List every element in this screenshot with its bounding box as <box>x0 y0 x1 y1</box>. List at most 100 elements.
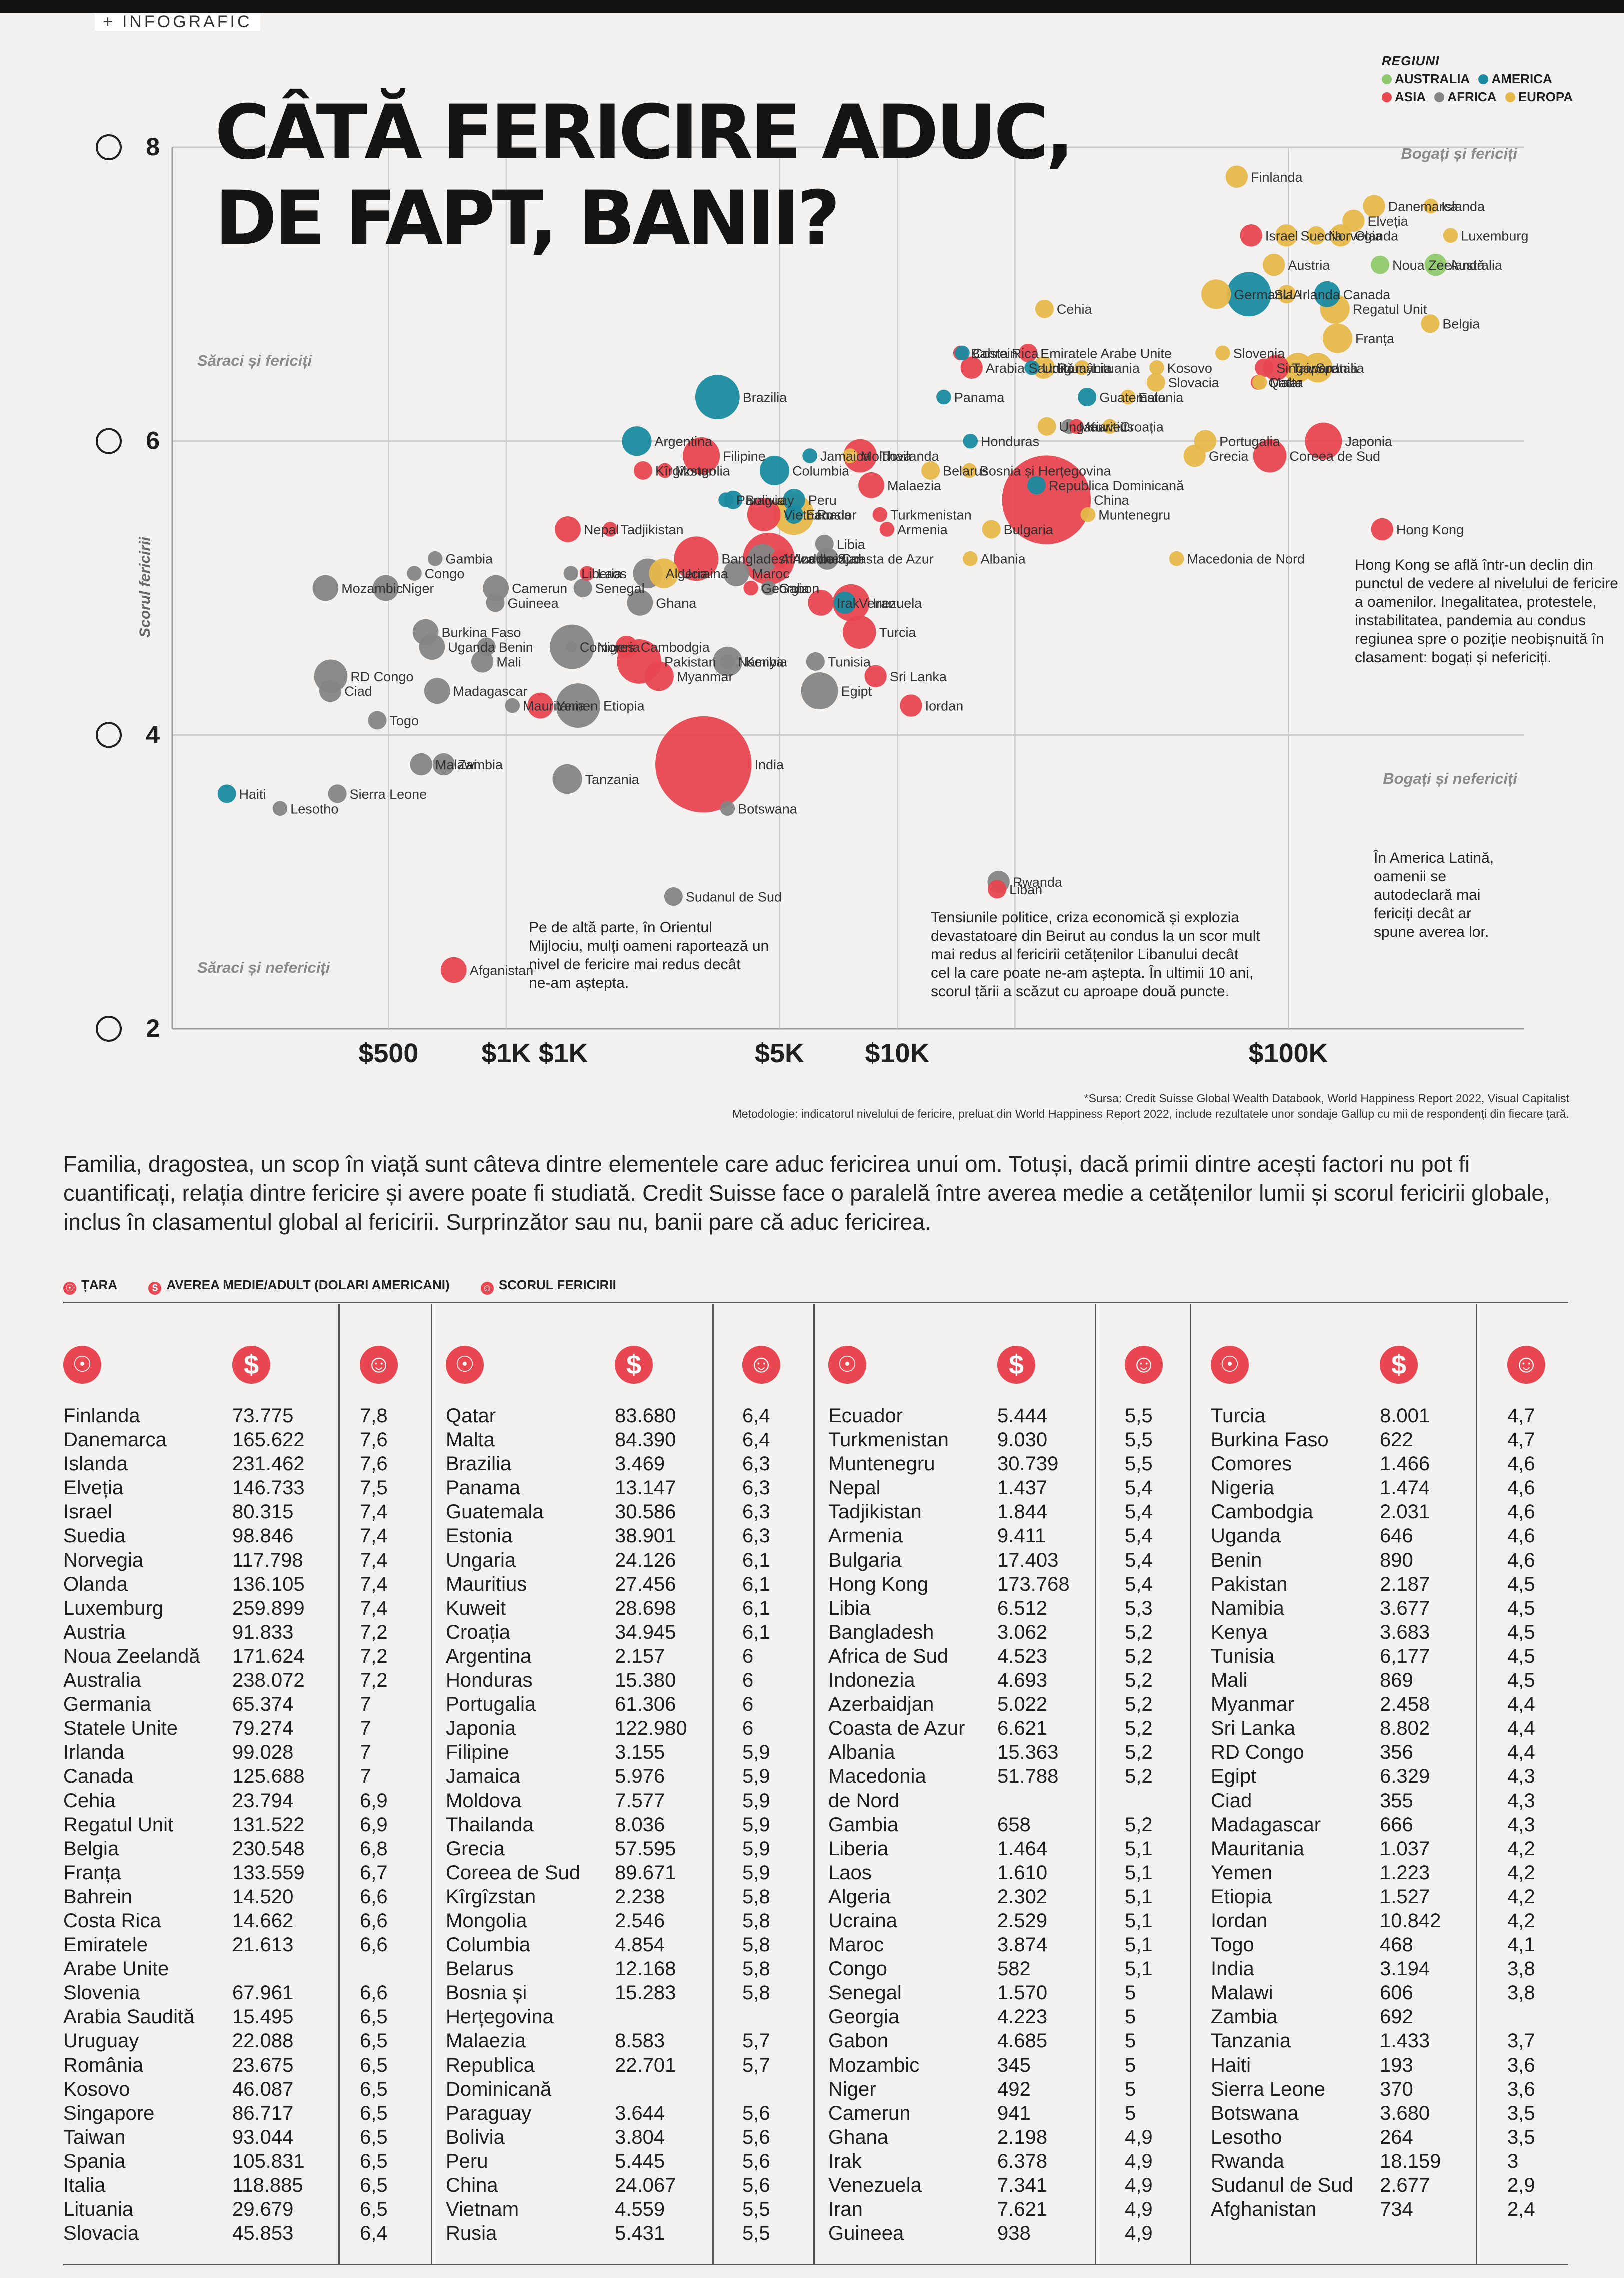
wealth-cell: 8.583 <box>615 2030 665 2052</box>
point-india <box>655 716 752 813</box>
point-label-islanda: Islanda <box>1441 200 1485 214</box>
wealth-cell: 2.458 <box>1380 1694 1430 1716</box>
wealth-cell: 65.374 <box>232 1694 294 1716</box>
country-cell: Mauritius <box>446 1573 527 1596</box>
score-cell: 6 <box>742 1694 754 1716</box>
point-label-bahrein: Bahrein <box>971 346 1017 361</box>
point-label-luxemburg: Luxemburg <box>1461 228 1528 244</box>
point-label-venezuela: Venezuela <box>859 596 922 611</box>
point-label-argentina: Argentina <box>655 434 713 450</box>
point-kosovo <box>1149 360 1164 376</box>
country-cell: Haiti <box>1211 2054 1251 2076</box>
point-africa-de-sud <box>747 544 778 574</box>
point-label-burkina-faso: Burkina Faso <box>441 626 521 640</box>
legend-item-america: AMERICA <box>1491 72 1552 86</box>
score-cell: 3,7 <box>1507 2030 1535 2052</box>
column-divider <box>712 1304 714 2264</box>
score-cell: 4,3 <box>1507 1814 1535 1836</box>
point-senegal <box>573 579 592 598</box>
country-cell: Bolivia <box>446 2126 505 2148</box>
point-label-hong-kong: Hong Kong <box>1396 522 1464 538</box>
country-cell: RD Congo <box>1211 1742 1304 1764</box>
point-libia <box>815 534 834 554</box>
wealth-cell: 22.088 <box>232 2030 294 2052</box>
wealth-cell: 2.238 <box>615 1886 665 1908</box>
score-cell: 5,9 <box>742 1814 770 1836</box>
country-cell: Columbia <box>446 1934 530 1956</box>
point-etiopia <box>556 684 601 728</box>
globe-search-icon: ☉ <box>63 1346 101 1384</box>
score-cell: 6,5 <box>360 2078 388 2100</box>
point-label-nepal: Nepal <box>584 522 619 538</box>
point-label-mongolia: Mongolia <box>675 464 731 478</box>
country-cell: Arabia Saudită <box>63 2006 195 2028</box>
point-albania <box>963 551 978 566</box>
score-cell: 5,2 <box>1125 1742 1153 1764</box>
score-cell: 4,5 <box>1507 1645 1535 1668</box>
country-cell: Sudanul de Sud <box>1211 2174 1353 2196</box>
point-label-danemarca: Danemarca <box>1388 200 1459 214</box>
wealth-cell: 4.854 <box>615 1934 665 1956</box>
point-label-myanmar: Myanmar <box>677 670 733 684</box>
wealth-cell: 30.739 <box>997 1453 1059 1476</box>
country-cell: Mozambic <box>828 2054 920 2076</box>
country-cell: Iran <box>828 2198 863 2221</box>
wealth-cell: 1.223 <box>1380 1862 1430 1884</box>
wealth-cell: 8.001 <box>1380 1405 1430 1427</box>
score-cell <box>742 2078 770 2102</box>
country-cell: Maroc <box>828 1934 884 1956</box>
x-tick-label: $1K <box>539 1038 588 1068</box>
point-label-africa-de-sud: Africa de Sud <box>780 552 861 567</box>
point-label-turkmenistan: Turkmenistan <box>890 508 972 523</box>
country-cell: Israel <box>63 1501 112 1524</box>
point-cambodgia <box>615 636 638 658</box>
score-cell: 5,3 <box>1125 1597 1153 1620</box>
country-cell: Bulgaria <box>828 1549 902 1572</box>
y-tick-label: 6 <box>146 427 160 455</box>
wealth-cell <box>615 2078 687 2102</box>
wealth-cell: 24.126 <box>615 1549 676 1572</box>
country-cell: Gambia <box>828 1814 899 1836</box>
point-label-afganistan: Afganistan <box>470 963 534 978</box>
wealth-column: 73.775 165.622 231.462 146.733 80.315 98.846 1… <box>232 1404 305 2246</box>
point-label-gabon: Gabon <box>779 582 819 596</box>
point-germania <box>1201 280 1231 310</box>
country-column: Turcia Burkina Faso Comores Nigeria Cambodgi… <box>1211 1404 1353 2222</box>
wealth-cell: 1.474 <box>1380 1477 1430 1500</box>
point-grecia <box>1183 444 1206 468</box>
score-cell: 4,9 <box>1125 2150 1153 2172</box>
country-cell: Norvegia <box>63 1549 144 1572</box>
country-cell: Croația <box>446 1621 510 1644</box>
point-vietnam <box>747 498 781 532</box>
wealth-cell: 14.520 <box>232 1886 294 1908</box>
country-cell: Coreea de Sud <box>446 1862 581 1884</box>
score-cell: 4,5 <box>1507 1597 1535 1620</box>
country-cell: Benin <box>1211 1549 1262 1572</box>
dollar-icon: $ <box>1380 1346 1418 1384</box>
point-label-austria: Austria <box>1288 258 1330 273</box>
point-label-zambia: Zambia <box>458 758 503 772</box>
score-cell: 5,4 <box>1125 1525 1153 1548</box>
wealth-cell: 3.469 <box>615 1453 665 1476</box>
point-yemen <box>527 692 554 719</box>
dollar-icon: $ <box>997 1346 1035 1384</box>
score-cell: 5,2 <box>1125 1694 1153 1716</box>
point-madagascar <box>424 678 450 704</box>
point-islanda <box>1423 198 1438 214</box>
country-cell: Belarus <box>446 1958 514 1980</box>
country-cell: Albania <box>828 1742 895 1764</box>
country-cell: Uruguay <box>63 2030 139 2052</box>
wealth-cell: 345 <box>997 2054 1031 2076</box>
point-label-taiwan: Taiwan <box>1292 361 1334 376</box>
wealth-cell: 83.680 <box>615 1405 676 1427</box>
point-jamaica <box>802 448 817 464</box>
point-lesotho <box>272 801 288 816</box>
key-score-label: SCORUL FERICIRII <box>498 1278 616 1292</box>
country-cell: Regatul Unit <box>63 1814 174 1836</box>
wealth-cell: 1.037 <box>1380 1838 1430 1860</box>
score-cell: 6,6 <box>360 1934 388 1956</box>
wealth-cell: 646 <box>1380 1525 1413 1548</box>
country-cell: Laos <box>828 1862 872 1884</box>
point-china <box>1002 456 1091 544</box>
country-cell: Belgia <box>63 1838 119 1860</box>
